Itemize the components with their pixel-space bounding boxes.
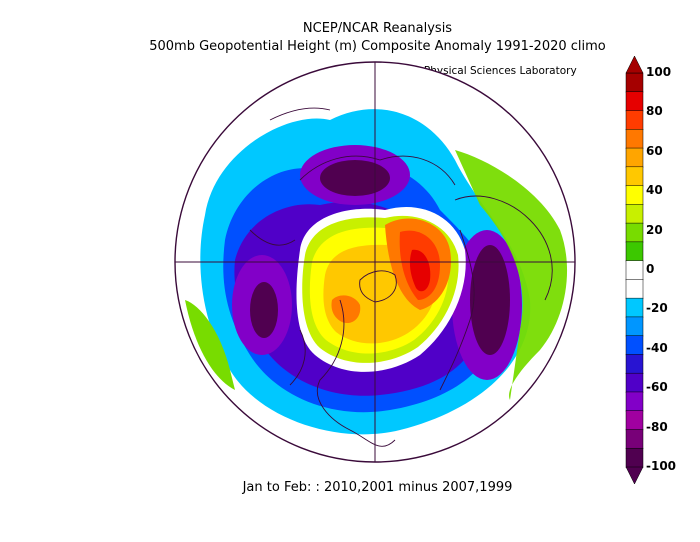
colorbar-swatch [625, 279, 644, 299]
colorbar-tick-label: -100 [646, 459, 677, 473]
colorbar-swatch [625, 222, 644, 243]
map-subtitle: 500mb Geopotential Height (m) Composite … [149, 39, 606, 54]
colorbar-tick-label: -20 [646, 301, 668, 316]
colorbar-tick-label: -60 [646, 380, 668, 395]
colorbar-swatch [625, 91, 644, 112]
colorbar-swatch [625, 410, 644, 431]
colorbar-swatch [625, 335, 644, 356]
colorbar-swatch [625, 297, 644, 318]
colorbar-swatch [625, 166, 644, 187]
colorbar-swatch [625, 72, 644, 93]
colorbar-swatch [625, 447, 644, 468]
colorbar-swatch [625, 316, 644, 337]
colorbar-min-arrow [625, 466, 644, 485]
colorbar-tick-label: 0 [646, 262, 655, 276]
colorbar-swatch [625, 129, 644, 149]
globe-outline [174, 61, 576, 463]
colorbar-swatch [625, 429, 644, 449]
colorbar-tick-label: 60 [646, 143, 663, 158]
colorbar-tick-label: -40 [646, 340, 668, 355]
colorbar-tick-label: 20 [646, 222, 663, 237]
colorbar-swatch [625, 204, 644, 224]
colorbar-swatch [625, 241, 644, 262]
period-footer: Jan to Feb: : 2010,2001 minus 2007,1999 [242, 480, 513, 495]
colorbar-swatch [625, 354, 644, 374]
colorbar-swatch [625, 391, 644, 412]
colorbar-tick-label: 40 [646, 183, 663, 198]
colorbar-swatch [625, 185, 644, 206]
colorbar-swatch [625, 260, 644, 281]
colorbar-swatch [625, 110, 644, 131]
colorbar-tick-label: 100 [646, 65, 672, 79]
colorbar-max-arrow [625, 55, 644, 74]
colorbar-swatch [625, 147, 644, 168]
colorbar-tick-label: 80 [646, 104, 663, 119]
colorbar-tick-label: -80 [646, 419, 668, 434]
map-title: NCEP/NCAR Reanalysis [302, 21, 453, 36]
colorbar-swatch [625, 372, 644, 393]
